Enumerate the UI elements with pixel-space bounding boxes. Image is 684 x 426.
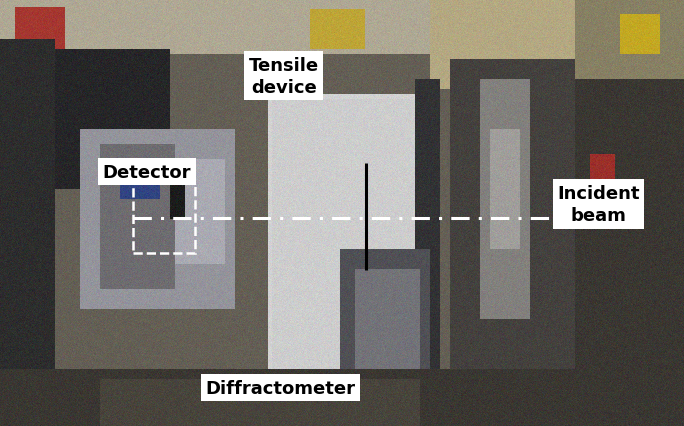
Text: Detector: Detector [103,164,192,181]
Text: Incident
beam: Incident beam [557,184,640,225]
Text: Tensile
device: Tensile device [249,57,319,97]
Bar [133,183,195,253]
Text: Diffractometer: Diffractometer [205,379,356,397]
